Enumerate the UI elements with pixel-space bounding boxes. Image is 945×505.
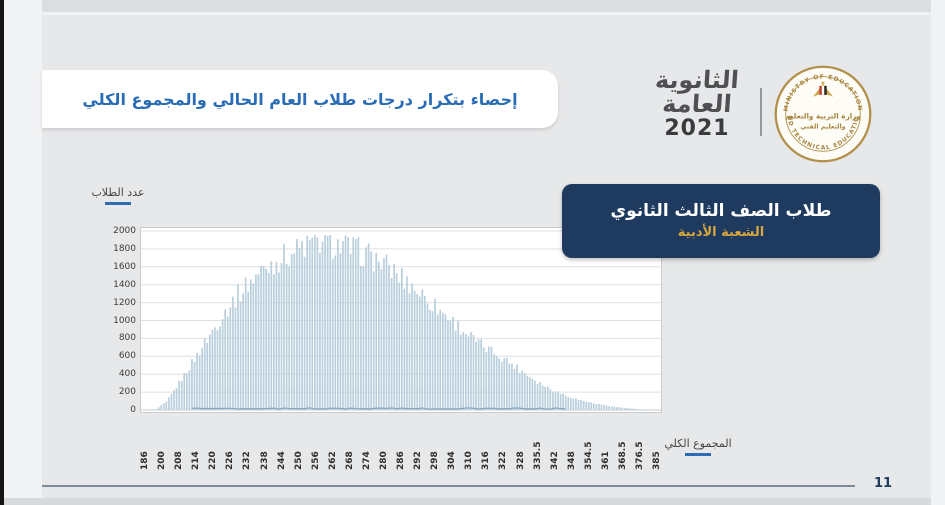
y-tick-label: 1400 — [113, 279, 136, 290]
x-tick-label: 316 — [481, 451, 492, 470]
x-tick-label: 310 — [464, 451, 475, 470]
y-tick-label: 1600 — [113, 261, 136, 272]
x-tick-label: 256 — [310, 451, 321, 470]
slide-title: إحصاء بتكرار درجات طلاب العام الحالي وال… — [82, 89, 518, 109]
x-tick-label: 335.5 — [532, 441, 543, 470]
x-axis-title-text: المجموع الكلي — [664, 437, 732, 450]
x-tick-label: 342 — [549, 451, 560, 470]
x-tick-label: 274 — [361, 451, 372, 470]
page-number: 11 — [873, 476, 893, 491]
next-slide-edge — [4, 498, 931, 505]
y-tick-label: 0 — [130, 405, 136, 415]
info-box-section: الشعبة الأدبية — [677, 225, 765, 240]
x-axis-ticks: 186 200 208 214 220 226 232 238 244 250 256 262 268 2… — [140, 416, 662, 470]
x-tick-label: 354.5 — [583, 441, 594, 470]
y-axis-title: عدد الطلاب — [85, 186, 151, 205]
y-tick-label: 1800 — [113, 243, 136, 254]
x-tick-label: 238 — [259, 451, 270, 470]
x-tick-label: 328 — [515, 451, 526, 470]
y-tick-label: 1200 — [113, 297, 136, 308]
x-tick-label: 322 — [498, 451, 509, 470]
x-tick-label: 200 — [157, 451, 168, 470]
x-tick-label: 262 — [327, 451, 338, 470]
viewer-left-edge — [0, 0, 4, 505]
seal-center-text-line1: وزارة التربية والتعليم — [785, 112, 861, 121]
thanaweya-logo-line1: الثانوية — [654, 66, 740, 94]
y-axis-title-text: عدد الطلاب — [91, 186, 145, 199]
thanaweya-logo-year: 2021 — [664, 116, 730, 141]
y-tick-label: 2000 — [113, 226, 136, 236]
x-tick-label: 244 — [276, 451, 287, 470]
x-tick-label: 280 — [378, 451, 389, 470]
x-tick-label: 208 — [174, 451, 185, 470]
x-axis-title: المجموع الكلي — [645, 437, 751, 456]
x-tick-label: 286 — [396, 451, 406, 470]
y-axis-title-underline — [105, 202, 131, 205]
x-tick-label: 220 — [208, 451, 219, 470]
y-tick-label: 1000 — [113, 315, 136, 326]
thanaweya-logo-line2: العامة — [661, 90, 733, 118]
footer-divider — [42, 485, 855, 487]
slide-title-banner: إحصاء بتكرار درجات طلاب العام الحالي وال… — [42, 70, 558, 128]
previous-slide-edge — [42, 0, 931, 12]
grades-histogram — [140, 227, 662, 413]
ministry-of-education-seal-icon: MINISTRY OF EDUCATION AND TECHNICAL EDUC… — [773, 64, 872, 163]
info-box-grade: طلاب الصف الثالث الثانوي — [610, 201, 832, 221]
x-tick-label: 214 — [191, 451, 202, 470]
y-tick-label: 800 — [118, 333, 136, 344]
seal-center-text-line2: والتعليم الفني — [800, 124, 845, 131]
x-tick-label: 361 — [600, 451, 611, 470]
x-tick-label: 226 — [225, 451, 236, 470]
x-tick-label: 304 — [447, 451, 458, 470]
x-axis-title-underline — [685, 453, 711, 456]
y-tick-label: 400 — [118, 369, 136, 380]
x-tick-label: 368.5 — [617, 441, 628, 470]
section-info-box: طلاب الصف الثالث الثانوي الشعبة الأدبية — [562, 184, 880, 258]
x-tick-label: 268 — [344, 451, 355, 470]
x-tick-label: 348 — [566, 451, 577, 470]
y-axis-ticks: 0 200 400 600 800 1000 1200 1400 1600 1800 2000 — [96, 226, 136, 415]
x-tick-label: 186 — [140, 451, 150, 470]
logo-divider — [760, 88, 762, 136]
y-tick-label: 200 — [118, 387, 136, 398]
x-tick-label: 232 — [242, 451, 253, 470]
x-tick-label: 298 — [430, 451, 441, 470]
x-tick-label: 250 — [293, 451, 304, 470]
y-tick-label: 600 — [118, 351, 136, 362]
x-tick-label: 292 — [413, 451, 424, 470]
thanaweya-2021-logo: الثانوية العامة 2021 — [642, 66, 752, 142]
